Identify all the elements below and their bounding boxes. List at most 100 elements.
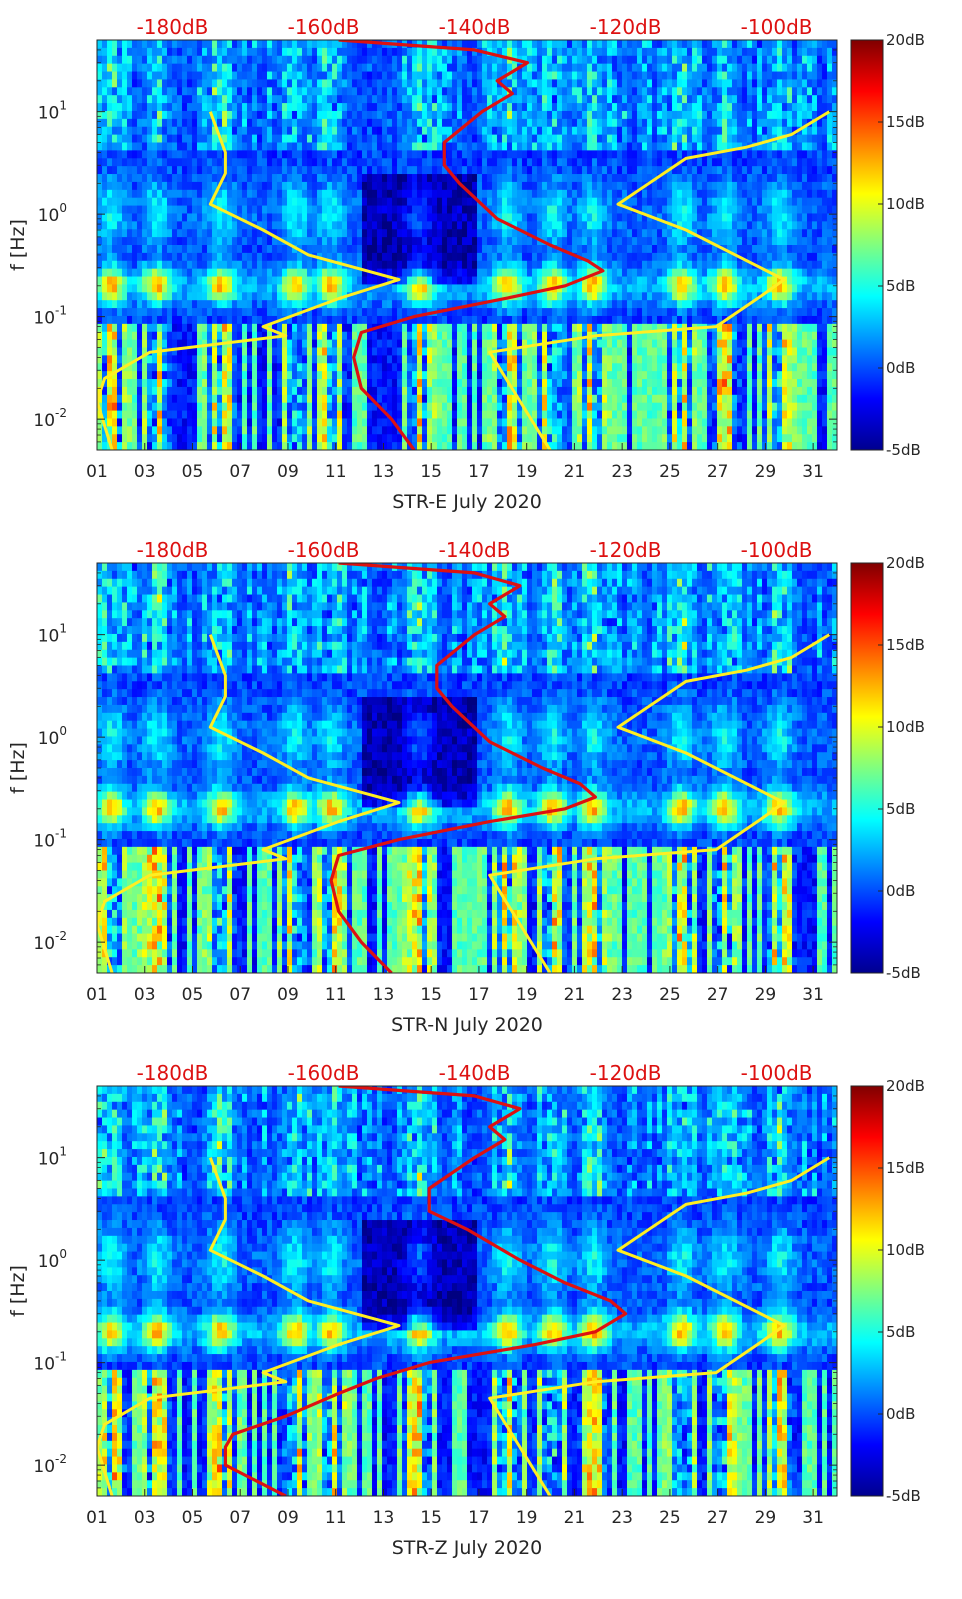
x-tick-label: 07 bbox=[229, 985, 251, 1005]
y-tick-label: 100 bbox=[38, 201, 67, 226]
colorbar-tick-label: 20dB bbox=[886, 31, 925, 49]
top-db-label: -100dB bbox=[741, 1061, 813, 1085]
panel-str-z: 01 03 05 07 09 11 13 15 17 19 21 23 25 27 29 31 STR-Z Ju… bbox=[7, 1061, 925, 1559]
x-tick-label: 23 bbox=[611, 1508, 633, 1528]
x-tick-label: 09 bbox=[277, 462, 299, 482]
x-tick-label: 19 bbox=[516, 1508, 538, 1528]
colorbar-tick-label: 20dB bbox=[886, 1077, 925, 1095]
spectrogram bbox=[97, 1086, 837, 1496]
colorbar: 20dB 15dB 10dB 5dB 0dB -5dB bbox=[850, 1077, 925, 1505]
panel-str-e: 01 03 05 07 09 11 13 15 17 19 21 23 25 27 29 31 STR-E Ju… bbox=[7, 15, 925, 513]
panel-str-n: 01 03 05 07 09 11 13 15 17 19 21 23 25 27 29 31 STR-N Ju… bbox=[7, 538, 925, 1036]
curve-noise-model-high bbox=[488, 1156, 831, 1496]
x-tick-label: 23 bbox=[611, 462, 633, 482]
curve-noise-model-low bbox=[97, 634, 401, 973]
x-tick-label: 09 bbox=[277, 985, 299, 1005]
colorbar-tick-label: 10dB bbox=[886, 1241, 925, 1259]
colorbar-tick-label: 5dB bbox=[886, 277, 915, 295]
colorbar-tick-label: 5dB bbox=[886, 1323, 915, 1341]
curve-psd bbox=[329, 563, 597, 973]
x-tick-label: 25 bbox=[659, 1508, 681, 1528]
colorbar-gradient bbox=[850, 562, 884, 974]
x-tick-label: 29 bbox=[755, 1508, 777, 1528]
top-db-label: -180dB bbox=[137, 538, 209, 562]
top-db-label: -180dB bbox=[137, 1061, 209, 1085]
colorbar-tick-label: 0dB bbox=[886, 359, 915, 377]
x-tick-label: 11 bbox=[325, 462, 347, 482]
x-tick-label: 03 bbox=[134, 1508, 156, 1528]
top-db-label: -140dB bbox=[439, 1061, 511, 1085]
x-tick-label: 27 bbox=[707, 462, 729, 482]
y-tick-label: 10-1 bbox=[33, 304, 67, 329]
colorbar-tick-label: 15dB bbox=[886, 1159, 925, 1177]
colorbar-tick-label: 0dB bbox=[886, 1405, 915, 1423]
x-tick-label: 21 bbox=[564, 1508, 586, 1528]
colorbar-tick-label: 5dB bbox=[886, 800, 915, 818]
x-tick-label: 17 bbox=[468, 1508, 490, 1528]
x-tick-label: 13 bbox=[373, 985, 395, 1005]
y-tick-label: 10-2 bbox=[33, 1452, 67, 1477]
x-tick-label: 31 bbox=[802, 1508, 824, 1528]
x-tick-label: 07 bbox=[229, 1508, 251, 1528]
y-tick-label: 10-2 bbox=[33, 929, 67, 954]
y-tick-label: 100 bbox=[38, 724, 67, 749]
x-tick-label: 15 bbox=[420, 1508, 442, 1528]
top-db-label: -140dB bbox=[439, 538, 511, 562]
x-tick-label: 03 bbox=[134, 462, 156, 482]
spectrogram bbox=[97, 563, 837, 973]
x-tick-label: 21 bbox=[564, 985, 586, 1005]
curve-psd bbox=[338, 40, 605, 450]
x-tick-label: 05 bbox=[182, 462, 204, 482]
top-db-label: -120dB bbox=[590, 15, 662, 39]
y-tick-label: 10-2 bbox=[33, 406, 67, 431]
y-tick-label: 101 bbox=[38, 1145, 67, 1170]
colorbar-tick-label: 20dB bbox=[886, 554, 925, 572]
y-tick-label: 100 bbox=[38, 1247, 67, 1272]
top-db-label: -120dB bbox=[590, 538, 662, 562]
y-tick-label: 101 bbox=[38, 622, 67, 647]
x-tick-label: 05 bbox=[182, 1508, 204, 1528]
x-tick-label: 11 bbox=[325, 985, 347, 1005]
x-tick-label: 27 bbox=[707, 985, 729, 1005]
x-tick-label: 29 bbox=[755, 985, 777, 1005]
x-tick-label: 01 bbox=[86, 462, 108, 482]
x-tick-label: 03 bbox=[134, 985, 156, 1005]
y-axis-label: f [Hz] bbox=[7, 219, 29, 271]
colorbar-tick-label: -5dB bbox=[886, 441, 921, 459]
colorbar-tick-label: 10dB bbox=[886, 718, 925, 736]
x-tick-label: 07 bbox=[229, 462, 251, 482]
x-tick-label: 01 bbox=[86, 985, 108, 1005]
colorbar-tick-label: 10dB bbox=[886, 195, 925, 213]
x-tick-label: 05 bbox=[182, 985, 204, 1005]
colorbar: 20dB 15dB 10dB 5dB 0dB -5dB bbox=[850, 31, 925, 459]
colorbar-tick-label: 0dB bbox=[886, 882, 915, 900]
x-tick-label: 23 bbox=[611, 985, 633, 1005]
x-axis-label: STR-E July 2020 bbox=[392, 491, 542, 513]
colorbar-tick-label: -5dB bbox=[886, 964, 921, 982]
x-tick-label: 01 bbox=[86, 1508, 108, 1528]
x-tick-label: 13 bbox=[373, 462, 395, 482]
x-tick-label: 13 bbox=[373, 1508, 395, 1528]
x-tick-label: 17 bbox=[468, 985, 490, 1005]
x-tick-label: 09 bbox=[277, 1508, 299, 1528]
x-tick-label: 31 bbox=[802, 985, 824, 1005]
x-tick-label: 11 bbox=[325, 1508, 347, 1528]
colorbar-gradient bbox=[850, 1085, 884, 1497]
colorbar-tick-label: 15dB bbox=[886, 113, 925, 131]
top-db-label: -160dB bbox=[288, 1061, 360, 1085]
x-tick-label: 25 bbox=[659, 462, 681, 482]
top-db-label: -140dB bbox=[439, 15, 511, 39]
y-tick-label: 10-1 bbox=[33, 827, 67, 852]
colorbar-tick-label: -5dB bbox=[886, 1487, 921, 1505]
x-tick-label: 19 bbox=[516, 985, 538, 1005]
top-db-label: -160dB bbox=[288, 538, 360, 562]
x-axis-label: STR-Z July 2020 bbox=[392, 1537, 543, 1559]
y-tick-label: 101 bbox=[38, 99, 67, 124]
colorbar: 20dB 15dB 10dB 5dB 0dB -5dB bbox=[850, 554, 925, 982]
curve-noise-model-low bbox=[97, 1157, 401, 1496]
spectrogram bbox=[97, 40, 837, 450]
colorbar-gradient bbox=[850, 39, 884, 451]
top-db-label: -180dB bbox=[137, 15, 209, 39]
top-db-label: -120dB bbox=[590, 1061, 662, 1085]
x-tick-label: 21 bbox=[564, 462, 586, 482]
